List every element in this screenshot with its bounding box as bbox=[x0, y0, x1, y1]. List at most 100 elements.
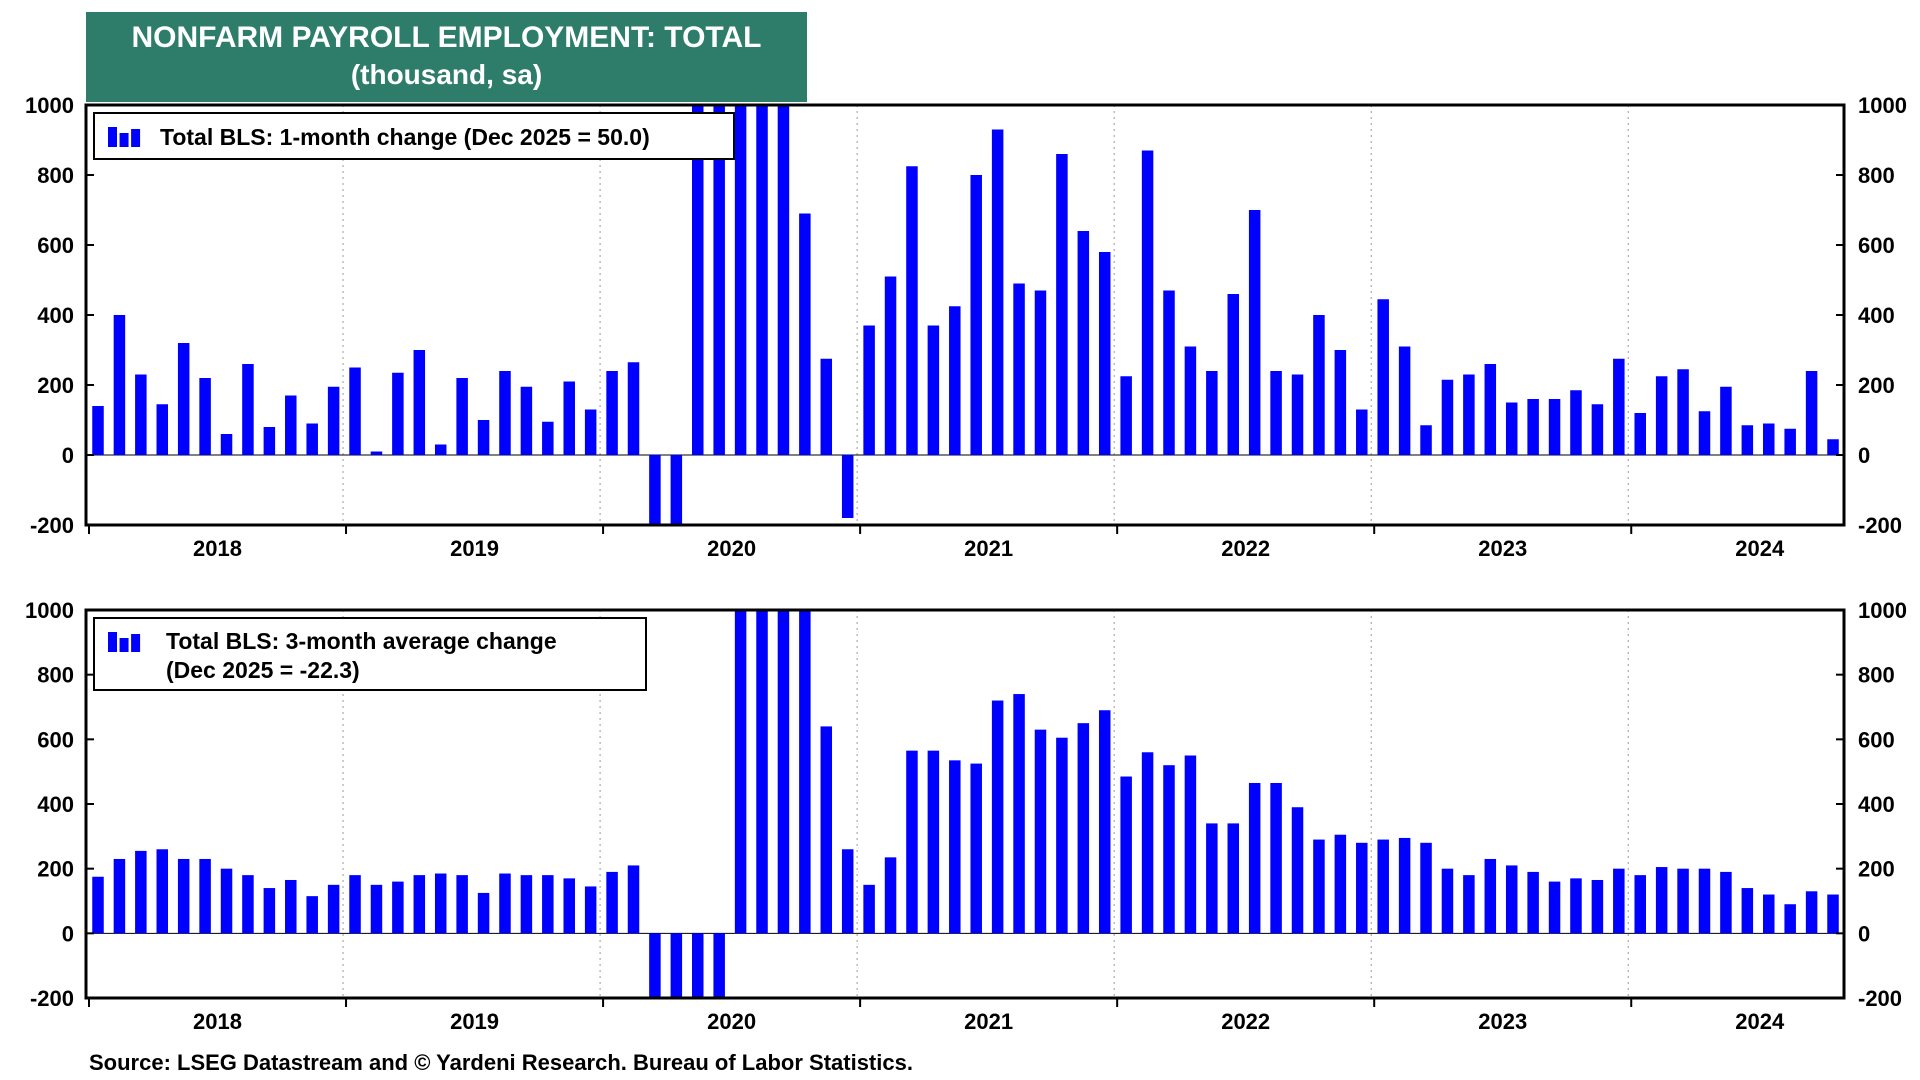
y-tick-label-right: 1000 bbox=[1858, 93, 1907, 118]
bar bbox=[1527, 399, 1539, 455]
bar bbox=[1248, 210, 1261, 455]
bar bbox=[1677, 868, 1689, 934]
bar bbox=[863, 325, 875, 455]
y-tick-label-right: -200 bbox=[1858, 513, 1902, 538]
bar bbox=[542, 421, 554, 455]
bar bbox=[1634, 413, 1646, 455]
bar bbox=[820, 726, 833, 934]
legend-swatch bbox=[108, 632, 117, 652]
bar bbox=[1655, 376, 1668, 455]
bar bbox=[713, 105, 725, 455]
y-tick-label-right: 400 bbox=[1858, 792, 1895, 817]
bar bbox=[1163, 765, 1175, 934]
bar bbox=[1720, 871, 1732, 934]
bar bbox=[906, 166, 918, 455]
bar bbox=[1892, 415, 1904, 455]
chart-title: NONFARM PAYROLL EMPLOYMENT: TOTAL bbox=[131, 21, 762, 54]
bar bbox=[692, 105, 704, 455]
bar bbox=[349, 875, 361, 934]
bar bbox=[1291, 374, 1304, 455]
bar bbox=[1227, 823, 1240, 934]
y-tick-label-left: -200 bbox=[30, 986, 74, 1011]
bar bbox=[1013, 283, 1025, 455]
bar bbox=[1206, 823, 1218, 934]
bar bbox=[1098, 252, 1111, 455]
bar bbox=[477, 892, 490, 934]
bar bbox=[1377, 839, 1389, 934]
bar bbox=[991, 129, 1004, 455]
bar bbox=[906, 750, 918, 934]
bar bbox=[92, 406, 104, 455]
source-note: Source: LSEG Datastream and © Yardeni Re… bbox=[89, 1050, 913, 1075]
plot-frame bbox=[84, 103, 1846, 527]
x-year-label: 2022 bbox=[1221, 1009, 1270, 1034]
bar bbox=[1270, 371, 1282, 455]
bar bbox=[1784, 904, 1796, 934]
legend-swatch bbox=[119, 133, 129, 147]
bar bbox=[220, 434, 233, 455]
bar bbox=[949, 306, 961, 455]
bar bbox=[584, 409, 597, 455]
bar bbox=[863, 884, 875, 934]
bar bbox=[1098, 710, 1111, 934]
bar bbox=[199, 378, 211, 455]
bar bbox=[1698, 411, 1711, 455]
bar bbox=[135, 374, 147, 455]
bar bbox=[563, 878, 575, 934]
y-tick-label-left: 0 bbox=[62, 921, 74, 946]
bar bbox=[1548, 399, 1561, 455]
bar bbox=[1313, 839, 1325, 934]
bar bbox=[627, 362, 640, 455]
bar bbox=[135, 850, 147, 934]
bar bbox=[1870, 341, 1882, 455]
bar bbox=[670, 455, 683, 525]
y-tick-label-right: 600 bbox=[1858, 727, 1895, 752]
bar bbox=[777, 105, 790, 455]
bar bbox=[242, 875, 254, 934]
bar bbox=[1655, 867, 1668, 934]
bar bbox=[1077, 723, 1090, 934]
bar bbox=[1356, 842, 1368, 934]
y-tick-label-left: -200 bbox=[30, 513, 74, 538]
bar bbox=[1913, 875, 1920, 933]
bar bbox=[413, 875, 426, 934]
bar bbox=[927, 325, 940, 455]
y-tick-label-left: 0 bbox=[62, 443, 74, 468]
bar bbox=[563, 381, 575, 455]
bar bbox=[841, 455, 854, 518]
bar bbox=[713, 933, 725, 998]
bar bbox=[1763, 423, 1775, 455]
bar bbox=[1077, 231, 1090, 455]
bar bbox=[1463, 875, 1475, 934]
bar bbox=[627, 865, 640, 934]
bar bbox=[1741, 888, 1754, 934]
y-tick-label-right: 400 bbox=[1858, 303, 1895, 328]
bar bbox=[1484, 364, 1497, 455]
bar bbox=[413, 350, 426, 455]
bar bbox=[456, 875, 468, 934]
y-tick-label-right: 200 bbox=[1858, 857, 1895, 882]
bar bbox=[1441, 379, 1454, 455]
bar bbox=[456, 378, 468, 455]
x-year-label: 2020 bbox=[707, 1009, 756, 1034]
bar bbox=[1270, 782, 1282, 934]
legend-swatch bbox=[108, 127, 117, 147]
y-tick-label-left: 600 bbox=[37, 233, 74, 258]
bar bbox=[1056, 154, 1068, 455]
bar bbox=[306, 423, 318, 455]
bar bbox=[692, 933, 704, 998]
bar bbox=[370, 884, 383, 934]
bar bbox=[327, 386, 340, 455]
bar bbox=[392, 881, 404, 934]
bar bbox=[1698, 868, 1711, 934]
y-tick-label-right: 1000 bbox=[1858, 598, 1907, 623]
bar bbox=[1334, 834, 1347, 934]
bar bbox=[1056, 737, 1068, 934]
bar bbox=[477, 420, 490, 455]
bar bbox=[113, 315, 126, 455]
bar bbox=[1463, 374, 1475, 455]
bar bbox=[756, 610, 768, 934]
x-year-label: 2018 bbox=[193, 536, 242, 561]
bar bbox=[1913, 418, 1920, 455]
